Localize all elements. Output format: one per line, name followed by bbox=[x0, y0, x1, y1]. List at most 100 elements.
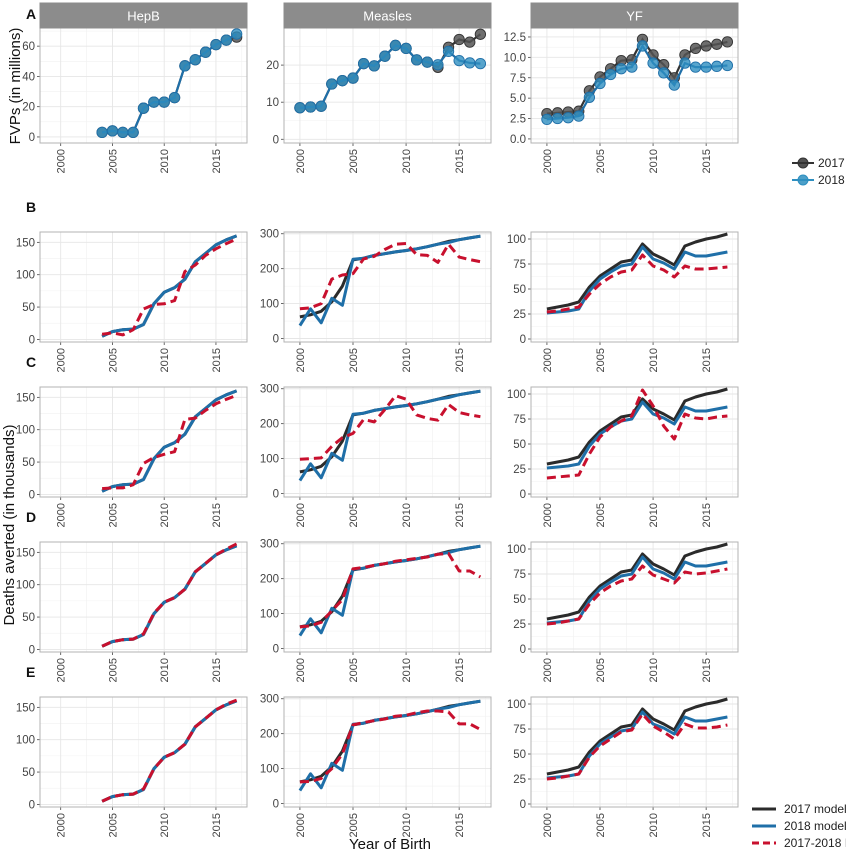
data-point-2018 bbox=[679, 57, 691, 69]
data-point-2018 bbox=[210, 38, 222, 51]
series-line-2017-2018-ie bbox=[101, 698, 238, 803]
y-tick-label: 0 bbox=[520, 334, 526, 346]
x-tick-label: 2005 bbox=[595, 813, 607, 837]
data-point-2018 bbox=[432, 59, 444, 71]
x-tick-label: 2005 bbox=[107, 813, 119, 837]
series-line-2018-model bbox=[298, 389, 481, 482]
x-tick-label: 2005 bbox=[107, 503, 119, 527]
x-tick-label: 2000 bbox=[295, 658, 307, 682]
y-tick-label: 100 bbox=[507, 234, 526, 246]
panel-a-yf: 0.0 2.5 5.0 7.5 10.0 12.5 2000 2005 2010 2015 YF bbox=[504, 2, 739, 173]
y-tick-label: 5.0 bbox=[510, 93, 526, 105]
y-tick-label: 100 bbox=[16, 735, 35, 747]
y-tick-label: 75 bbox=[513, 259, 526, 271]
y-tick-label: 150 bbox=[16, 702, 35, 714]
panel-c-measles: 0 100 200 300 2000 2005 2010 2015 bbox=[260, 384, 492, 527]
y-tick-label: 10 bbox=[266, 97, 279, 109]
y-tick-label: 25 bbox=[513, 464, 526, 476]
data-point-2018 bbox=[647, 57, 659, 69]
panel-letter-b: B bbox=[26, 199, 36, 215]
legend-label: 2017 model bbox=[784, 802, 846, 816]
x-tick-label: 2010 bbox=[648, 658, 660, 682]
series-line-2017-model bbox=[546, 387, 728, 466]
y-tick-label: 100 bbox=[260, 764, 279, 776]
y-tick-label: 100 bbox=[507, 699, 526, 711]
data-point-2018 bbox=[379, 50, 391, 62]
x-tick-label: 2000 bbox=[542, 658, 554, 682]
plot-background bbox=[284, 542, 491, 652]
data-point-2018 bbox=[562, 112, 574, 124]
x-tick-label: 2000 bbox=[56, 149, 68, 173]
panel-a-hepb: 0 20 40 60 2000 2005 2010 2015 HepB bbox=[22, 2, 248, 173]
x-tick-label: 2010 bbox=[159, 348, 171, 372]
x-tick-label: 2015 bbox=[211, 149, 223, 173]
x-tick-label: 2010 bbox=[648, 503, 660, 527]
x-tick-label: 2005 bbox=[348, 149, 360, 173]
y-tick-label: 0 bbox=[29, 644, 35, 656]
x-tick-label: 2005 bbox=[595, 503, 607, 527]
y-tick-label: 50 bbox=[513, 284, 526, 296]
x-tick-label: 2000 bbox=[56, 813, 68, 837]
legend-item-2017-2018-ie: 2017-2018 IE bbox=[752, 836, 846, 850]
x-tick-label: 2005 bbox=[595, 348, 607, 372]
series-line-2017-model bbox=[546, 542, 728, 621]
legend-item-2017: 2017 bbox=[792, 156, 845, 170]
data-point-2018 bbox=[668, 79, 680, 91]
data-point-2017 bbox=[689, 42, 702, 55]
data-point-2018 bbox=[96, 126, 108, 139]
y-tick-label: 100 bbox=[507, 544, 526, 556]
data-point-2018 bbox=[189, 54, 201, 66]
data-point-2018 bbox=[411, 54, 423, 66]
x-tick-label: 2005 bbox=[348, 658, 360, 682]
facet-strip bbox=[530, 2, 739, 29]
x-tick-label: 2010 bbox=[648, 348, 660, 372]
data-point-2018 bbox=[583, 91, 596, 103]
series-line-2017-2018-ie bbox=[299, 394, 481, 461]
data-point-2018 bbox=[464, 57, 476, 69]
data-point-2017 bbox=[464, 36, 476, 48]
y-tick-label: 50 bbox=[22, 457, 35, 469]
y-tick-label: 60 bbox=[22, 41, 35, 53]
y-tick-label: 100 bbox=[260, 299, 279, 311]
data-point-2018 bbox=[389, 39, 402, 52]
data-point-2018 bbox=[442, 45, 455, 58]
x-tick-label: 2015 bbox=[454, 658, 466, 682]
data-point-2018 bbox=[368, 60, 380, 72]
panel-letters: A B C D E bbox=[26, 6, 36, 680]
x-tick-label: 2000 bbox=[295, 503, 307, 527]
x-tick-label: 2000 bbox=[56, 503, 68, 527]
data-point-2018 bbox=[594, 77, 606, 90]
x-tick-label: 2000 bbox=[542, 813, 554, 837]
panel-d-hepb: 0 50 100 150 2000 2005 2010 2015 bbox=[16, 541, 248, 682]
plot-background bbox=[284, 232, 491, 342]
data-point-2018 bbox=[168, 91, 181, 104]
data-point-2018 bbox=[347, 72, 359, 84]
y-tick-label: 100 bbox=[16, 580, 35, 592]
y-axis-label-deaths: Deaths averted (in thousands) bbox=[1, 425, 18, 626]
x-tick-label: 2010 bbox=[159, 658, 171, 682]
y-tick-label: 200 bbox=[260, 574, 279, 586]
data-point-2018 bbox=[117, 126, 129, 139]
legend-label: 2018 model bbox=[784, 819, 846, 833]
series-line-2018-model bbox=[546, 400, 728, 470]
y-tick-label: 40 bbox=[22, 71, 35, 83]
data-point-2018 bbox=[199, 46, 212, 58]
y-tick-label: 25 bbox=[513, 309, 526, 321]
x-tick-label: 2015 bbox=[701, 348, 713, 372]
facet-title: HepB bbox=[127, 9, 160, 24]
y-tick-label: 200 bbox=[260, 729, 279, 741]
x-tick-label: 2010 bbox=[401, 813, 413, 837]
legend-bottom: 2017 model 2018 model 2017-2018 IE bbox=[752, 802, 846, 850]
x-tick-label: 2015 bbox=[211, 658, 223, 682]
x-tick-label: 2005 bbox=[348, 503, 360, 527]
y-tick-label: 0 bbox=[273, 489, 279, 501]
legend-item-2018: 2018 bbox=[792, 173, 845, 187]
data-point-2018 bbox=[230, 28, 243, 40]
data-point-2018 bbox=[421, 56, 433, 68]
y-tick-label: 50 bbox=[22, 612, 35, 624]
y-tick-label: 75 bbox=[513, 724, 526, 736]
panel-c-yf: 0 25 50 75 100 2000 2005 2010 2015 bbox=[507, 386, 739, 527]
data-point-2017 bbox=[453, 33, 465, 46]
data-point-2018 bbox=[137, 102, 150, 114]
series-line-2018-model bbox=[298, 234, 481, 327]
